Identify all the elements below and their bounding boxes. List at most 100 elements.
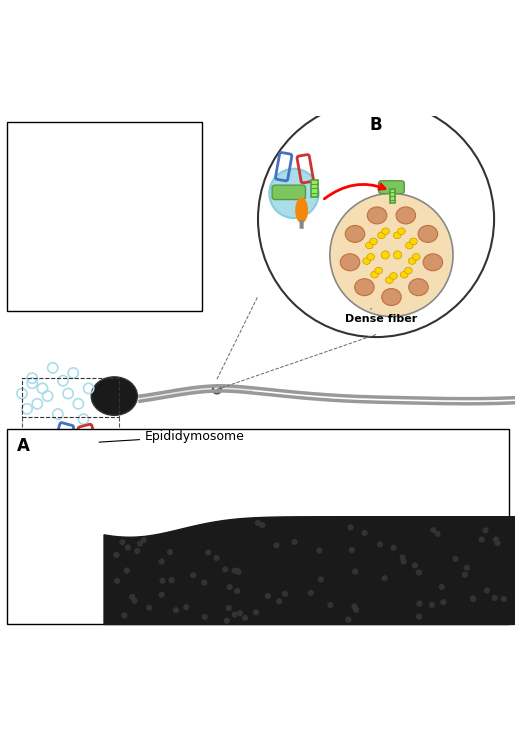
Circle shape [234,588,240,594]
Text: Dense fiber: Dense fiber [345,309,417,324]
Circle shape [202,614,208,620]
Circle shape [134,548,140,554]
Circle shape [114,578,120,584]
Circle shape [259,522,265,528]
FancyBboxPatch shape [93,549,102,560]
Circle shape [167,549,173,555]
Circle shape [440,599,446,605]
Ellipse shape [363,257,370,264]
Ellipse shape [367,254,375,260]
Ellipse shape [408,257,416,264]
FancyBboxPatch shape [311,180,317,197]
Circle shape [158,559,165,565]
Circle shape [464,565,470,571]
Text: B: B [370,116,382,134]
Ellipse shape [400,272,408,278]
Circle shape [292,539,298,545]
Ellipse shape [423,254,443,271]
FancyBboxPatch shape [52,518,59,530]
Circle shape [479,536,485,542]
Circle shape [190,572,196,578]
Circle shape [235,569,241,575]
Circle shape [232,612,238,618]
Ellipse shape [378,232,385,239]
Text: Unidentified
protein: Unidentified protein [81,213,167,241]
Circle shape [400,559,407,565]
Circle shape [394,251,401,259]
Ellipse shape [340,254,360,271]
Ellipse shape [406,242,413,249]
Circle shape [347,524,353,530]
Circle shape [318,577,324,583]
Circle shape [434,531,441,537]
Text: P25b: P25b [81,181,121,194]
FancyBboxPatch shape [7,122,202,311]
Circle shape [362,530,368,536]
FancyBboxPatch shape [35,192,40,204]
FancyBboxPatch shape [300,220,304,229]
Ellipse shape [205,458,219,486]
Ellipse shape [79,526,100,554]
Circle shape [119,539,125,545]
FancyBboxPatch shape [379,181,404,194]
Circle shape [377,542,383,548]
Circle shape [353,606,359,613]
Ellipse shape [410,238,417,245]
Ellipse shape [385,277,393,283]
FancyBboxPatch shape [108,460,115,480]
Ellipse shape [365,242,373,249]
Circle shape [352,568,358,574]
Circle shape [137,541,143,547]
Circle shape [439,584,445,590]
Circle shape [462,571,468,578]
Circle shape [159,577,166,583]
Circle shape [141,537,147,543]
Circle shape [224,618,230,624]
Circle shape [232,568,237,574]
Circle shape [269,169,318,218]
Circle shape [416,601,423,606]
FancyBboxPatch shape [33,269,42,293]
Circle shape [258,101,494,337]
Circle shape [222,566,229,572]
FancyBboxPatch shape [62,465,100,481]
Circle shape [501,596,507,602]
Circle shape [330,193,453,316]
Ellipse shape [369,238,377,245]
Circle shape [158,592,165,598]
Circle shape [416,569,422,576]
Circle shape [242,615,248,621]
Circle shape [125,545,131,551]
Circle shape [183,604,189,610]
Circle shape [146,604,152,611]
Ellipse shape [393,232,401,239]
Circle shape [494,540,501,546]
Circle shape [381,251,390,259]
Ellipse shape [367,207,387,224]
Circle shape [484,587,490,594]
Ellipse shape [370,272,378,278]
Ellipse shape [91,377,137,416]
Circle shape [345,616,351,623]
Text: Epididymosome: Epididymosome [99,430,245,442]
Circle shape [255,520,261,526]
Ellipse shape [382,228,390,234]
Ellipse shape [412,254,420,260]
FancyBboxPatch shape [15,127,59,155]
Ellipse shape [354,279,374,295]
Circle shape [351,604,358,609]
FancyBboxPatch shape [209,483,214,492]
Circle shape [470,595,476,601]
Circle shape [327,602,333,608]
FancyBboxPatch shape [224,500,231,518]
FancyBboxPatch shape [272,185,305,199]
Circle shape [399,554,406,560]
Ellipse shape [345,225,365,242]
Circle shape [453,556,458,562]
Circle shape [114,552,120,558]
Ellipse shape [405,267,412,274]
Circle shape [225,605,232,611]
Text: MIF: MIF [81,274,109,288]
Ellipse shape [375,267,382,274]
Circle shape [349,547,355,553]
